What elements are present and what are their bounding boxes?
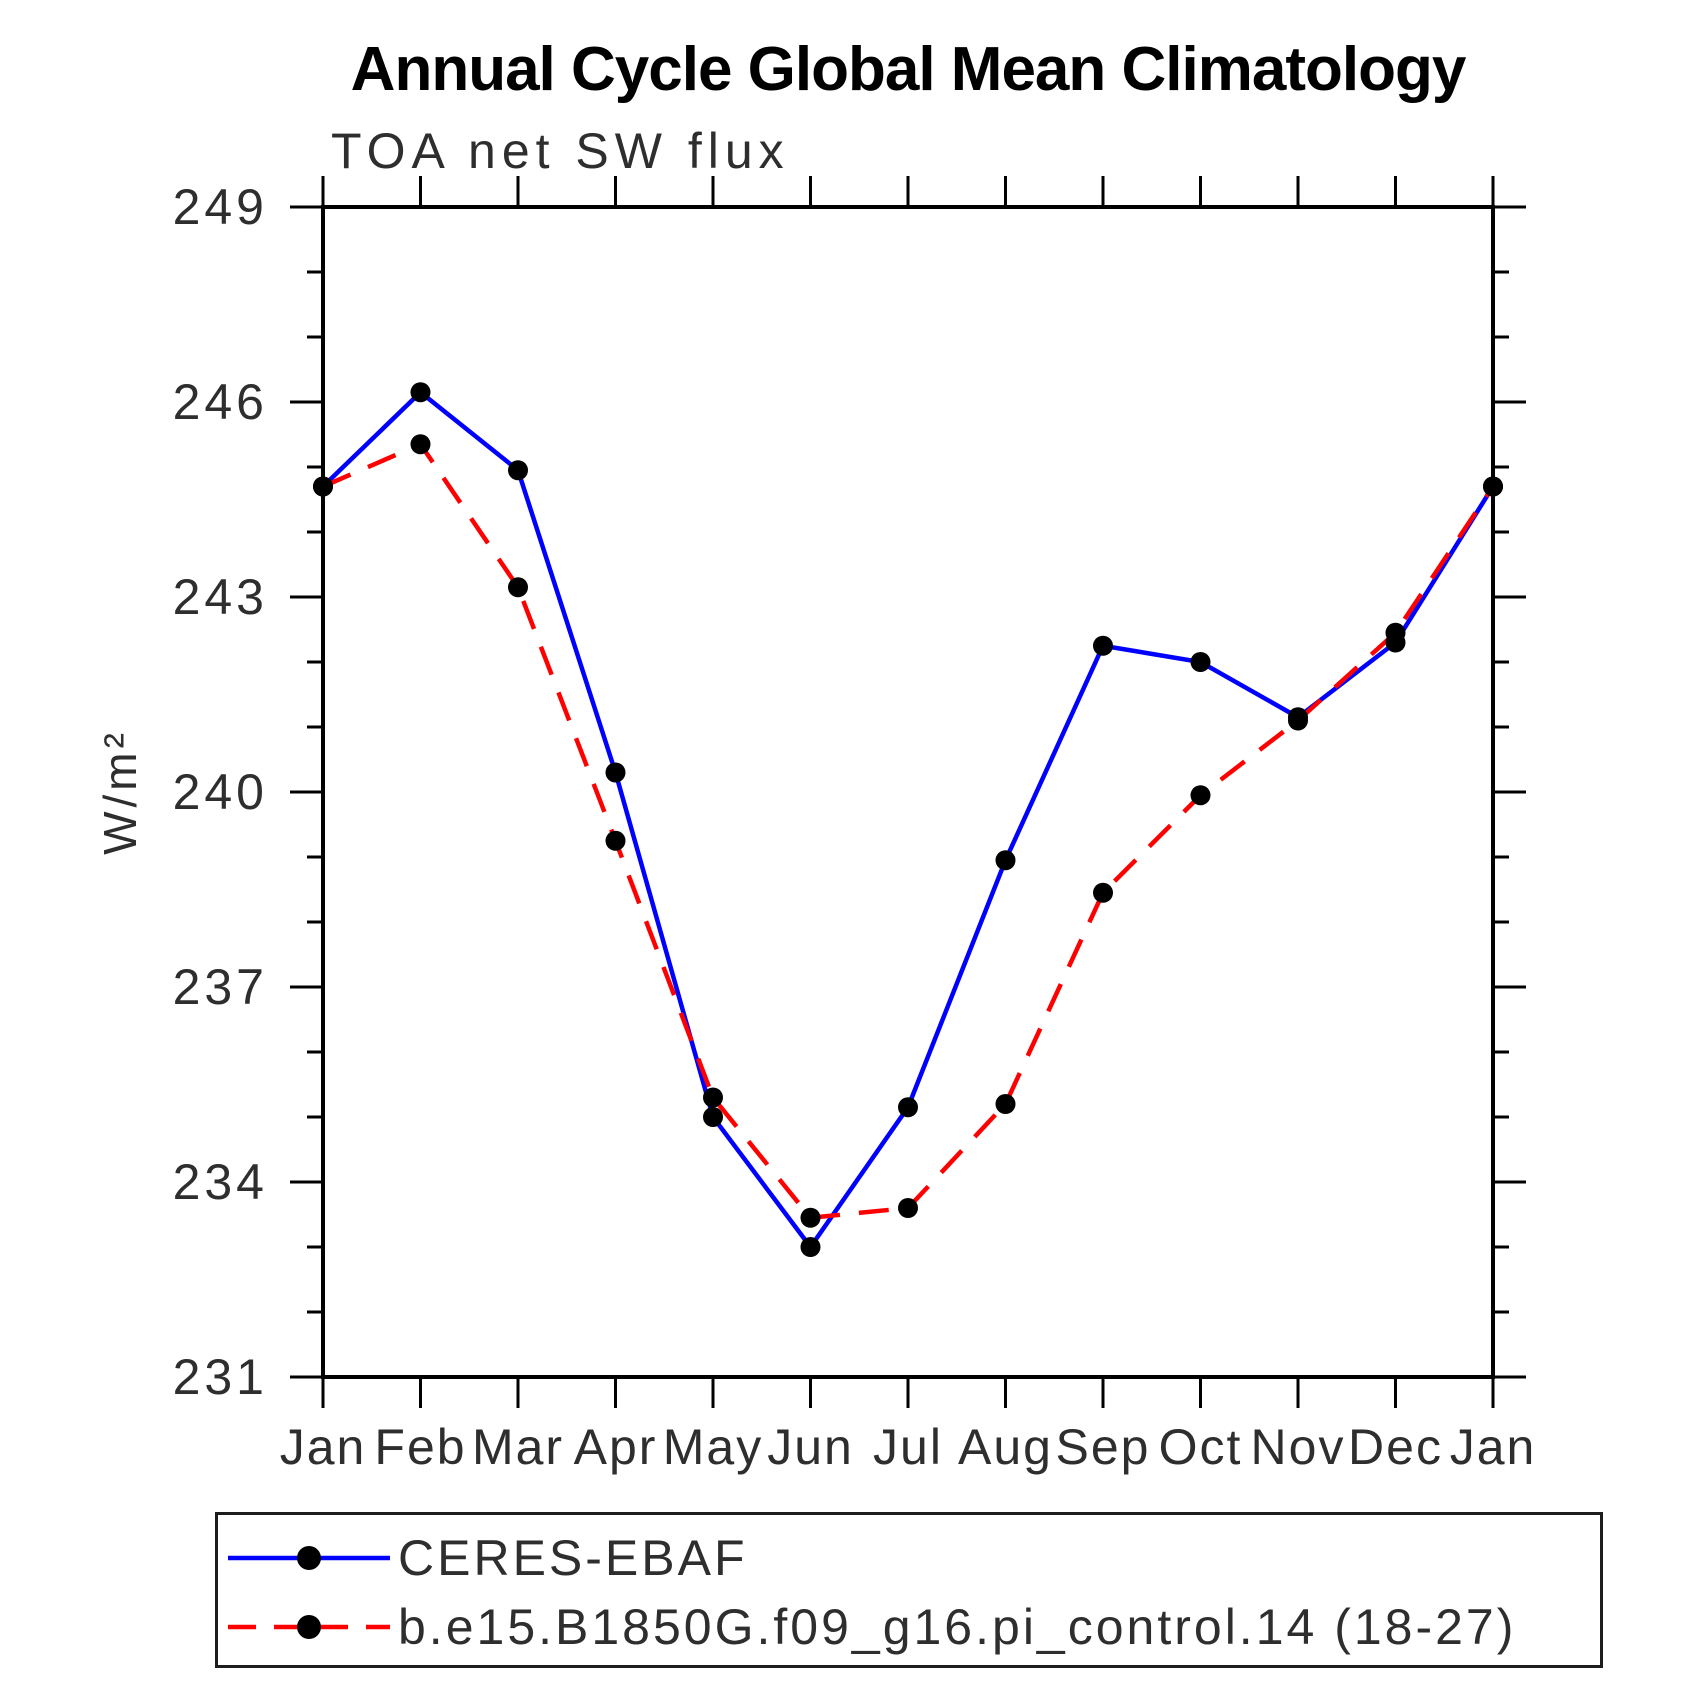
data-point-marker — [898, 1097, 918, 1118]
data-point-marker — [995, 850, 1016, 871]
data-point-marker — [313, 476, 333, 497]
data-point-marker — [508, 460, 528, 481]
data-point-marker — [800, 1237, 821, 1257]
legend-label-model: b.e15.B1850G.f09_g16.pi_control.14 (18-2… — [398, 1598, 1517, 1655]
data-point-marker — [703, 1107, 723, 1127]
x-axis-tick-label: Jan — [1450, 1419, 1537, 1475]
legend-marker-dot — [297, 1614, 321, 1639]
y-axis-tick-label: 237 — [173, 959, 268, 1015]
legend-item-model: b.e15.B1850G.f09_g16.pi_control.14 (18-2… — [218, 1592, 1600, 1661]
data-point-marker — [1288, 710, 1308, 731]
data-point-marker — [1190, 785, 1211, 806]
x-axis-tick-label: Jan — [280, 1419, 367, 1475]
x-axis-tick-label: May — [663, 1419, 763, 1475]
legend-line-sample-model — [228, 1614, 390, 1639]
data-point-marker — [410, 382, 431, 403]
data-point-marker — [605, 762, 626, 783]
y-axis-tick-label: 246 — [173, 374, 268, 430]
data-point-marker — [800, 1207, 821, 1228]
data-point-marker — [1093, 635, 1113, 656]
data-point-marker — [410, 434, 431, 455]
chart-subtitle: TOA net SW flux — [331, 123, 790, 179]
x-axis-tick-label: Jul — [873, 1419, 943, 1475]
data-point-marker — [1093, 882, 1113, 903]
y-axis-tick-label: 243 — [173, 569, 268, 625]
x-axis-tick-label: Apr — [574, 1419, 658, 1475]
x-axis-tick-label: Jun — [767, 1419, 854, 1475]
legend-marker-dot — [297, 1545, 321, 1570]
y-axis-tick-label: 234 — [173, 1154, 268, 1210]
legend-label-ceres: CERES-EBAF — [398, 1529, 748, 1586]
data-point-marker — [508, 577, 528, 598]
data-point-marker — [898, 1198, 918, 1218]
legend-item-ceres: CERES-EBAF — [218, 1523, 1600, 1592]
data-point-marker — [1483, 476, 1503, 497]
legend: CERES-EBAF b.e15.B1850G.f09_g16.pi_contr… — [215, 1512, 1603, 1668]
x-axis-tick-label: Mar — [472, 1419, 564, 1475]
series-line-0 — [321, 389, 1495, 1251]
x-axis-tick-label: Aug — [958, 1419, 1053, 1475]
y-axis-tick-label: 231 — [173, 1349, 268, 1405]
data-point-marker — [703, 1087, 723, 1108]
x-axis-tick-label: Dec — [1348, 1419, 1443, 1475]
data-point-marker — [605, 830, 626, 851]
y-axis-tick-label: 249 — [173, 179, 268, 235]
legend-line-sample-ceres — [228, 1545, 390, 1570]
x-axis-tick-label: Nov — [1251, 1419, 1346, 1475]
x-axis-tick-label: Sep — [1056, 1419, 1151, 1475]
x-axis-tick-label: Feb — [374, 1419, 466, 1475]
chart-title: Annual Cycle Global Mean Climatology — [350, 35, 1467, 104]
y-axis-tick-label: 240 — [173, 764, 268, 820]
data-point-marker — [1385, 622, 1406, 643]
x-axis-tick-label: Oct — [1159, 1419, 1243, 1475]
data-point-marker — [1190, 652, 1211, 672]
data-point-marker — [995, 1094, 1016, 1114]
